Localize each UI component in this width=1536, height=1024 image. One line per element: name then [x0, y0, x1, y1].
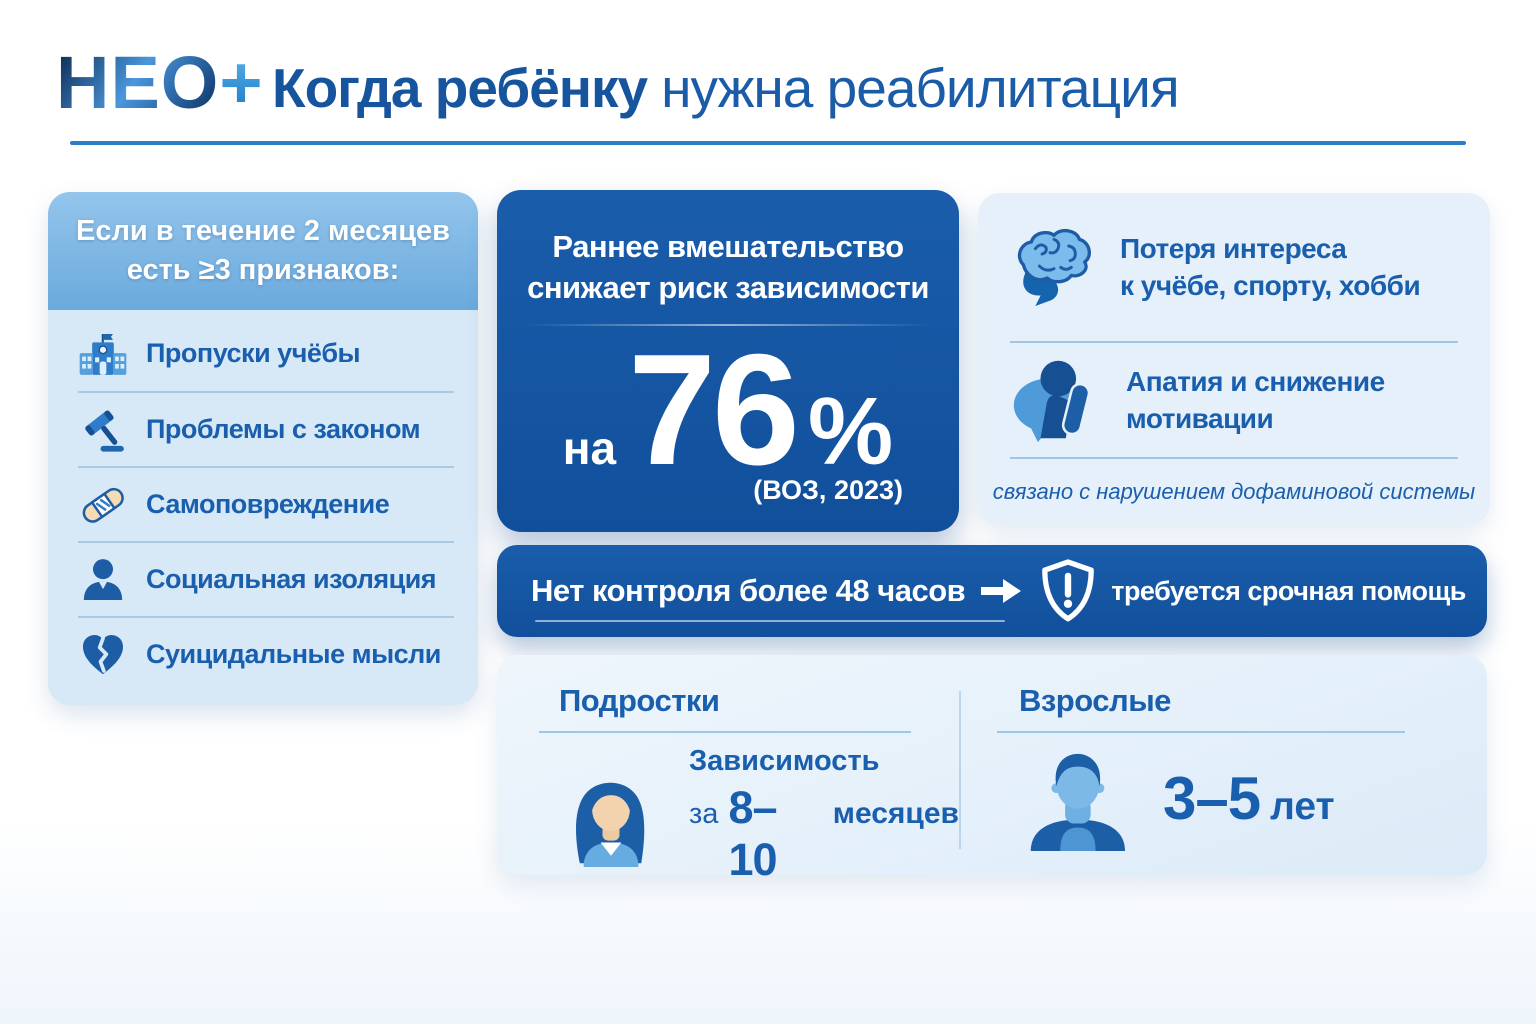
- warning-signs-list: Пропуски учёбы Проблемы с законом: [78, 316, 454, 691]
- sign-label: Самоповреждение: [146, 489, 390, 519]
- stat-heading: Раннее вмешательство снижает риск зависи…: [497, 226, 959, 308]
- symptom-label-line1: Потеря интереса: [1120, 233, 1347, 264]
- teens-suffix: месяцев: [832, 797, 959, 830]
- symptom-row-interest-loss: Потеря интереса к учёбе, спорту, хобби: [1010, 193, 1458, 343]
- stat-number: 76: [628, 322, 800, 498]
- list-item-school-absence: Пропуски учёбы: [78, 316, 454, 391]
- person-icon: [78, 555, 128, 605]
- sign-label: Суицидальные мысли: [146, 639, 441, 669]
- teens-prefix: за: [689, 798, 719, 830]
- teens-title: Подростки: [559, 683, 720, 718]
- stat-heading-line2: снижает риск зависимости: [527, 270, 929, 305]
- symptom-label: Потеря интереса к учёбе, спорту, хобби: [1120, 230, 1421, 304]
- symptom-label-line2: к учёбе, спорту, хобби: [1120, 270, 1421, 301]
- symptom-label-line1: Апатия и снижение: [1126, 366, 1385, 397]
- teen-girl-avatar: [559, 764, 663, 868]
- teens-value-row: за 8–10 месяцев: [689, 782, 959, 886]
- warning-signs-heading-line1: Если в течение 2 месяцев: [76, 215, 450, 247]
- stat-prefix: на: [562, 422, 617, 474]
- page-title: Когда ребёнку нужна реабилитация: [272, 56, 1180, 120]
- list-item-suicidal-thoughts: Суицидальные мысли: [78, 616, 454, 691]
- timeline-vertical-divider: [959, 691, 961, 849]
- teens-content: Зависимость за 8–10 месяцев: [559, 745, 959, 886]
- stat-percent-sign: %: [807, 378, 894, 485]
- adults-section: Взрослые 3–5: [961, 655, 1487, 875]
- warning-signs-panel: Если в течение 2 месяцев есть ≥3 признак…: [48, 192, 478, 705]
- teens-divider: [539, 731, 911, 733]
- page-title-rest: нужна реабилитация: [661, 57, 1179, 119]
- stat-source: (ВОЗ, 2023): [753, 475, 903, 505]
- warning-signs-heading: Если в течение 2 месяцев есть ≥3 признак…: [48, 192, 478, 310]
- adult-man-avatar: [1019, 745, 1137, 851]
- bandage-icon: [78, 480, 128, 530]
- dopamine-note: связано с нарушением дофаминовой системы: [992, 479, 1476, 504]
- arrow-right-icon: [979, 576, 1025, 606]
- adults-title: Взрослые: [1019, 683, 1171, 718]
- adults-suffix: лет: [1270, 784, 1335, 828]
- stat-heading-line1: Раннее вмешательство: [552, 229, 904, 264]
- stat-divider: [526, 324, 930, 326]
- symptom-label-line2: мотивации: [1126, 403, 1274, 434]
- adults-value-row: 3–5 лет: [1163, 764, 1335, 833]
- logo-plus-sign: +: [219, 41, 264, 124]
- symptom-label: Апатия и снижение мотивации: [1126, 363, 1385, 437]
- header-divider: [70, 141, 1466, 145]
- alert-underline: [535, 620, 1005, 622]
- urgent-help-alert-bar: Нет контроля более 48 часов требуется ср…: [497, 545, 1487, 637]
- teens-value: 8–10: [728, 782, 777, 885]
- addiction-timeline-panel: Подростки Зависимость за: [497, 655, 1487, 885]
- adults-value: 3–5: [1163, 764, 1261, 832]
- warning-signs-heading-line2: есть ≥3 признаков:: [126, 254, 400, 286]
- adults-content: 3–5 лет: [1019, 745, 1487, 851]
- shield-exclamation-icon: [1039, 558, 1097, 624]
- logo-text: НЕО: [56, 41, 220, 124]
- list-item-social-isolation: Социальная изоляция: [78, 541, 454, 616]
- alert-condition-text: Нет контроля более 48 часов: [531, 573, 966, 608]
- school-icon: [78, 329, 128, 379]
- list-item-self-harm: Самоповреждение: [78, 466, 454, 541]
- sign-label: Социальная изоляция: [146, 564, 437, 594]
- list-item-law-problems: Проблемы с законом: [78, 391, 454, 466]
- stat-value-row: на 76 %: [497, 322, 959, 498]
- sign-label: Пропуски учёбы: [146, 338, 361, 368]
- sign-label: Проблемы с законом: [146, 414, 421, 444]
- symptoms-panel: Потеря интереса к учёбе, спорту, хобби А…: [978, 193, 1490, 525]
- teens-section: Подростки Зависимость за: [497, 655, 959, 885]
- teens-text: Зависимость за 8–10 месяцев: [689, 745, 959, 886]
- neo-plus-logo: НЕО+: [56, 46, 264, 120]
- gavel-icon: [78, 405, 128, 455]
- adults-text: 3–5 лет: [1163, 764, 1335, 833]
- page-title-emphasis: Когда ребёнку: [272, 57, 648, 119]
- adults-divider: [997, 731, 1405, 733]
- alert-action-text: требуется срочная помощь: [1111, 575, 1466, 606]
- brain-icon: [1010, 227, 1098, 307]
- apathy-person-icon: [1010, 357, 1104, 443]
- symptom-row-apathy: Апатия и снижение мотивации: [1010, 343, 1458, 459]
- teens-line1: Зависимость: [689, 745, 880, 777]
- broken-heart-icon: [78, 630, 128, 680]
- early-intervention-stat-panel: Раннее вмешательство снижает риск зависи…: [497, 190, 959, 532]
